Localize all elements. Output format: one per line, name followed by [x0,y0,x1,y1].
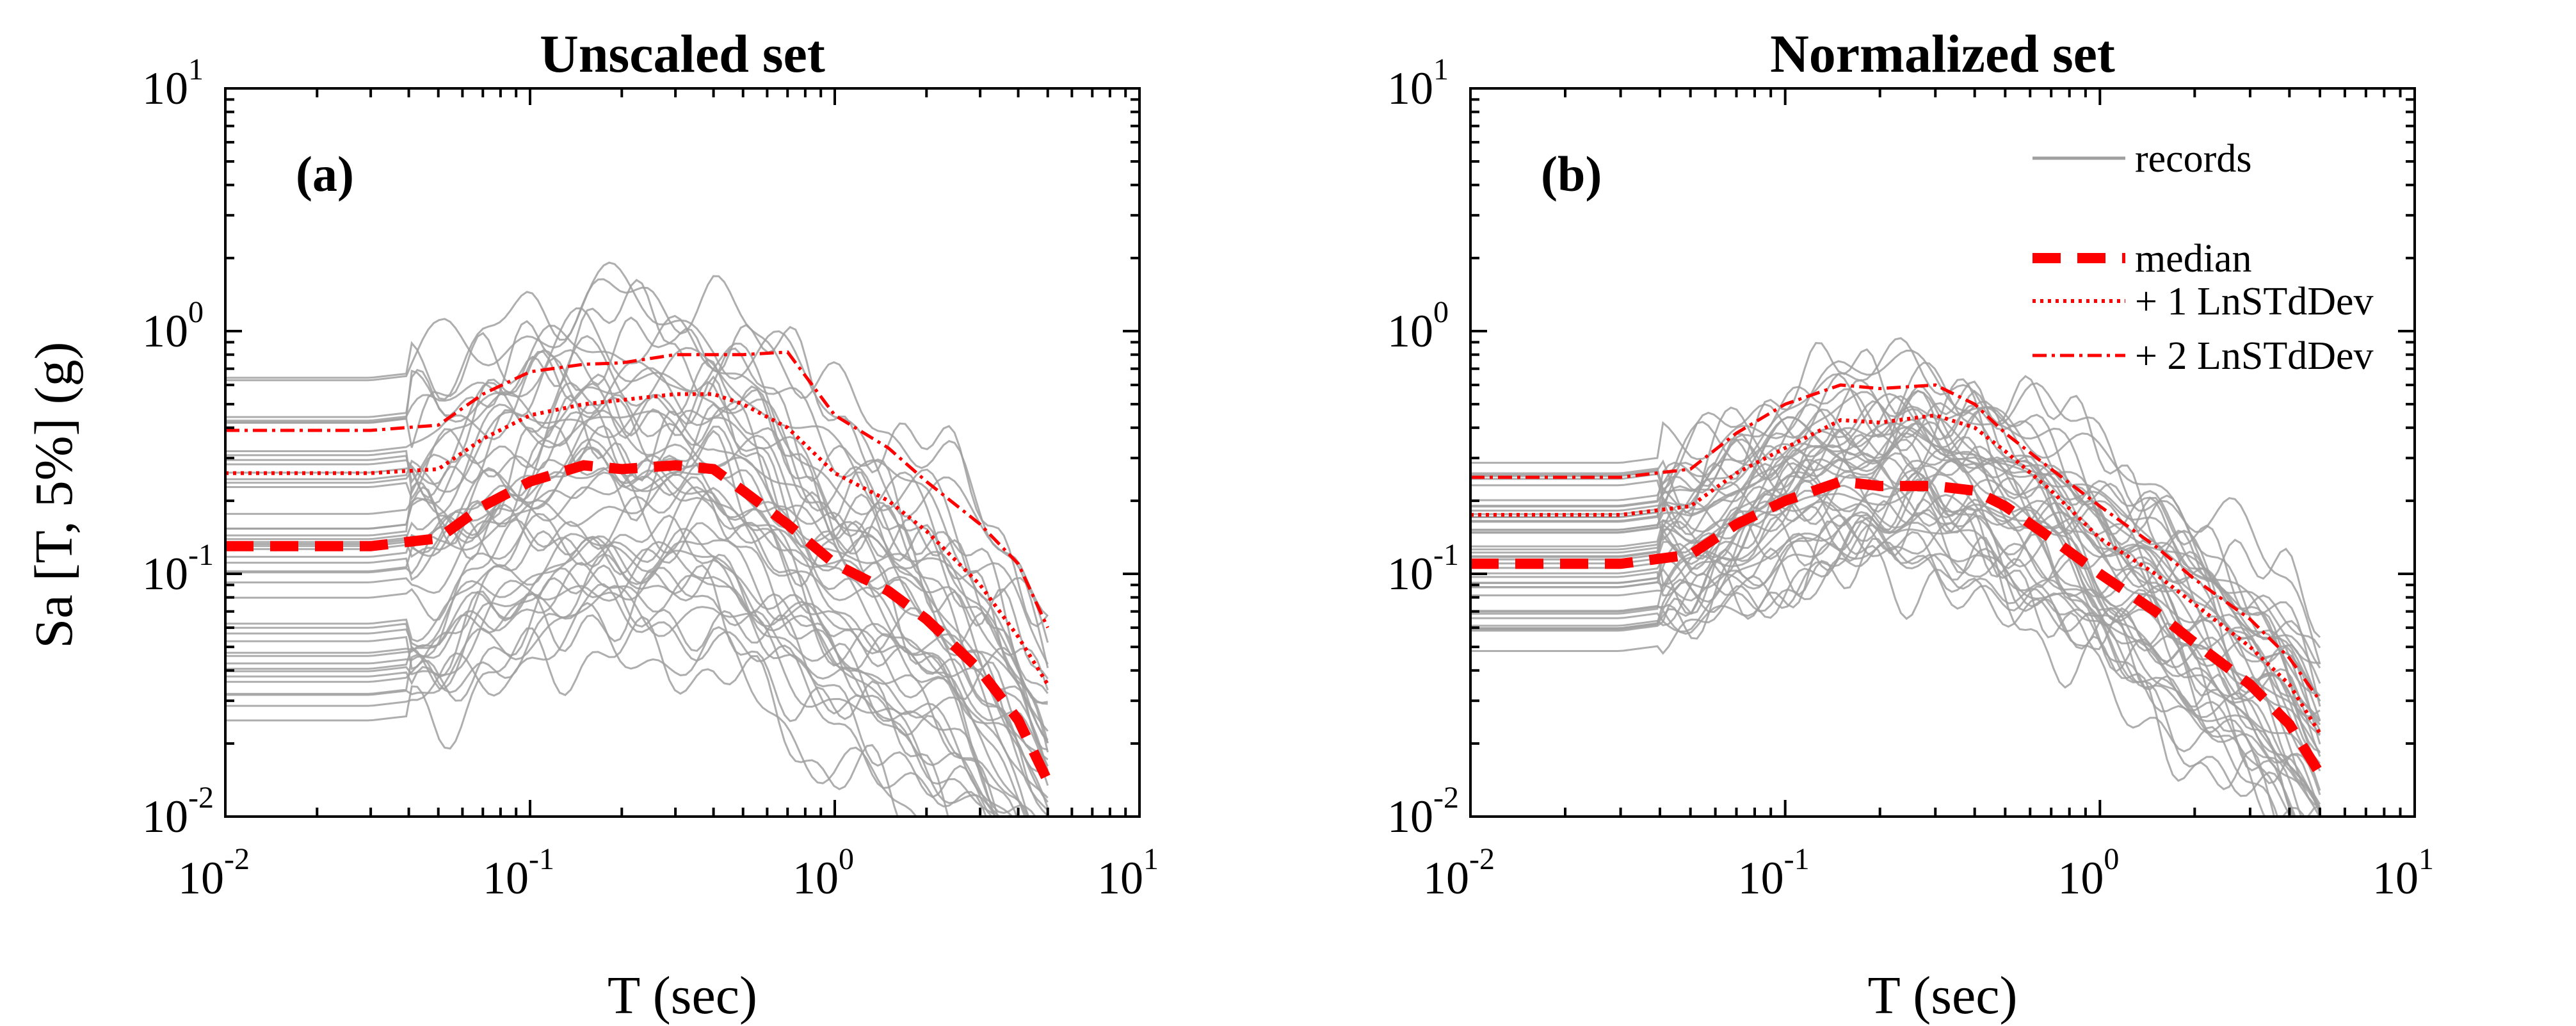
record-curve [225,486,1049,811]
axes-frame-a [224,87,1141,818]
record-curve [1470,432,2321,726]
legend-plus2-label: + 2 LnSTdDev [2135,334,2373,378]
record-curve [1470,476,2305,817]
record-curve [225,335,1049,643]
legend-median-label: median [2135,237,2252,281]
record-curve [225,564,1016,817]
y-tick-label: 10-1 [1387,538,1459,599]
chart-title-b: Normalized set [1770,24,2115,84]
record-curve [225,553,996,817]
record-curve [1470,445,2321,731]
y-tick-label: 10-1 [142,538,214,599]
record-curve [225,356,1049,751]
record-curve [225,476,1018,817]
y-tick-label: 100 [142,295,204,357]
record-curve [225,403,1049,771]
record-curve [225,564,949,817]
y-tick-label: 10-2 [1387,781,1459,842]
y-tick-label: 100 [1387,295,1449,357]
record-curve [1470,349,2320,664]
plot-area-a [225,261,1052,817]
plus-2-lnstddev-line [225,350,1049,629]
x-axis-label-b: T (sec) [1868,966,2018,1025]
record-curve [225,275,1049,617]
record-curve [225,409,1049,774]
record-curve [1470,471,2321,805]
record-curve [1470,337,2321,665]
plus-1-lnstddev-line [225,392,1050,686]
ticks-a [224,87,1141,818]
x-tick-label: 10-1 [1738,842,1810,904]
record-curve [1470,400,2321,702]
panel-label-b: (b) [1541,146,1602,202]
record-curve [225,585,997,817]
legend: records median + 1 LnSTdDev + 2 LnSTdDev [2033,137,2373,378]
record-curve [225,394,1049,761]
record-curve [225,279,1049,628]
x-tick-label: 101 [2372,842,2434,904]
record-curve [1470,342,2321,639]
record-curve [225,541,1028,817]
y-tick-label: 101 [1387,53,1449,114]
legend-records-label: records [2135,137,2251,181]
record-curve [225,307,1048,705]
record-curve [225,535,1014,817]
record-curve [1470,520,2296,817]
y-tick-label: 101 [142,53,204,114]
record-curve [1470,389,2321,702]
median-line [225,460,1052,784]
ticks-b [1469,87,2416,818]
plus-1-lnstddev-line [1470,413,2322,735]
record-curve [225,261,1049,669]
record-curve [1470,514,2321,813]
record-curve [1470,416,2321,767]
record-curve [1470,524,2279,817]
record-curve [1470,469,2321,809]
plot-area-b [1470,337,2324,817]
record-curve [225,583,987,817]
axes-frame-b [1469,87,2416,818]
legend-plus1-label: + 1 LnSTdDev [2135,280,2373,323]
panel-label-a: (a) [296,146,354,202]
panel-b: Normalized set (b) T (sec) 10-2 10-1 100 101 10… [1387,24,2434,1025]
x-tick-label: 100 [793,842,854,904]
x-tick-label: 100 [2057,842,2119,904]
record-curve [225,535,1030,817]
record-curve [225,514,999,817]
record-curve [225,601,918,817]
record-curve [225,316,1049,694]
y-axis-label: Sa [T, 5%] (g) [24,342,84,649]
panel-a: Unscaled set (a) T (sec) 10-2 10-1 100 101 10-2… [142,24,1159,1025]
x-tick-label: 10-1 [483,842,554,904]
record-curve [225,446,1049,732]
record-curve [1470,520,2276,817]
x-tick-label: 10-2 [1423,842,1495,904]
record-curve [225,314,1049,665]
x-tick-label: 101 [1097,842,1159,904]
record-curve [225,528,1030,817]
record-curve [225,473,1049,803]
x-tick-label: 10-2 [178,842,250,904]
x-axis-label-a: T (sec) [608,966,757,1025]
record-curve [225,615,899,817]
median-line [1470,476,2324,777]
plus-2-lnstddev-line [1470,383,2322,702]
record-curve [1470,498,2321,817]
record-curve [225,367,1049,767]
chart-title-a: Unscaled set [540,24,825,84]
y-tick-label: 10-2 [142,781,214,842]
